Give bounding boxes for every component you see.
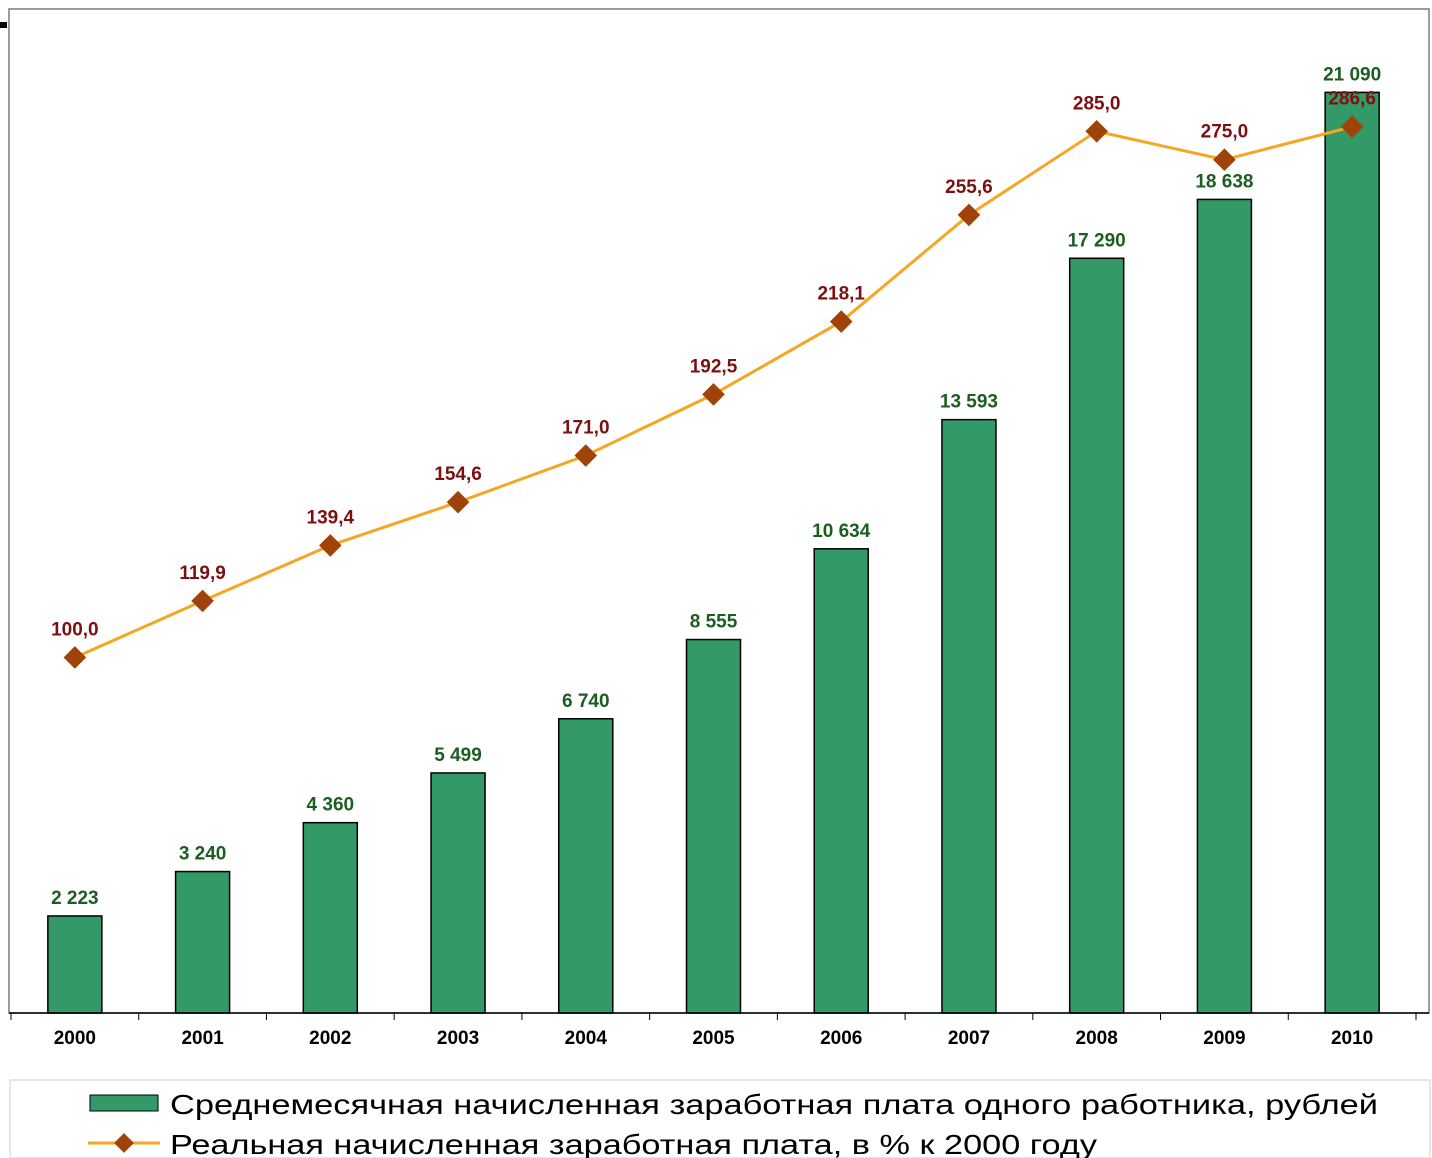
line-label-2000: 100,0	[51, 619, 99, 640]
legend-line-marker	[114, 1133, 134, 1153]
bar-2009	[1196, 198, 1253, 1014]
x-labels-layer: 2000 2001 2002 2003 2004 2005 2006 2007 2008 2009…	[54, 1028, 1374, 1049]
bar-label-2007: 13 593	[940, 392, 998, 413]
bar-label-2004: 6 740	[562, 691, 610, 712]
line-point-2002	[319, 534, 342, 557]
line-label-2009: 275,0	[1201, 122, 1249, 143]
bar-2004	[558, 718, 614, 1014]
legend-box	[9, 1079, 1431, 1158]
corner-mark	[0, 22, 7, 28]
bar-2007	[941, 418, 997, 1014]
bar-label-2003: 5 499	[434, 745, 482, 766]
line-point-2001	[191, 589, 214, 613]
line-label-2004: 171,0	[562, 418, 610, 439]
line-point-2006	[829, 310, 853, 333]
bar-2000	[47, 915, 103, 1014]
line-label-2006: 218,1	[817, 284, 865, 305]
line-label-2003: 154,6	[434, 464, 482, 485]
bar-label-2006: 10 634	[812, 521, 871, 542]
bar-2005	[685, 638, 742, 1014]
line-point-2009	[1213, 148, 1236, 172]
bar-label-2002: 4 360	[307, 795, 355, 816]
x-tick-label-2000: 2000	[54, 1028, 96, 1049]
bar-label-2005: 8 555	[690, 612, 738, 633]
bar-label-2000: 2 223	[51, 888, 99, 909]
x-tick-label-2009: 2009	[1203, 1028, 1245, 1049]
x-tick-label-2002: 2002	[309, 1028, 351, 1049]
line-label-2005: 192,5	[690, 356, 738, 377]
x-tick-label-2006: 2006	[820, 1028, 862, 1049]
bar-label-2001: 3 240	[179, 844, 227, 865]
bar-labels-layer: 2 223 3 240 4 360 5 499 6 740 8 555 10 634 13 5…	[51, 64, 1381, 909]
legend-line-item: Реальная начисленная заработная плата, в…	[88, 1129, 1097, 1158]
legend-bar-item: Среднемесячная начисленная заработная пл…	[89, 1089, 1378, 1120]
bar-2010	[1324, 91, 1380, 1014]
line-point-2005	[702, 383, 725, 406]
line-labels-layer: 100,0 119,9 139,4 154,6 171,0 192,5 218,1 255,6…	[51, 89, 1376, 641]
bar-2008	[1068, 257, 1125, 1014]
line-label-2002: 139,4	[307, 507, 355, 528]
bar-2002	[302, 821, 359, 1014]
bars-layer	[47, 91, 1380, 1014]
line-layer	[63, 115, 1364, 669]
line-label-2010: 286,6	[1328, 89, 1376, 110]
bar-label-2008: 17 290	[1068, 230, 1126, 251]
legend-bar-label: Среднемесячная начисленная заработная пл…	[170, 1089, 1378, 1120]
x-tick-label-2004: 2004	[565, 1028, 608, 1049]
x-tick-label-2001: 2001	[181, 1028, 224, 1049]
line-point-2004	[574, 444, 598, 467]
bar-2006	[813, 548, 869, 1014]
x-ticks-layer	[10, 1013, 1417, 1020]
line-label-2001: 119,9	[179, 563, 226, 584]
x-tick-label-2003: 2003	[437, 1028, 479, 1049]
x-tick-label-2008: 2008	[1076, 1028, 1118, 1049]
bar-2003	[430, 772, 486, 1014]
x-tick-label-2010: 2010	[1331, 1028, 1373, 1049]
x-tick-label-2007: 2007	[948, 1028, 990, 1049]
bar-label-2010: 21 090	[1323, 64, 1381, 85]
line-point-2000	[63, 646, 87, 669]
bar-2001	[174, 870, 231, 1014]
x-tick-label-2005: 2005	[692, 1028, 735, 1049]
line-label-2008: 285,0	[1073, 93, 1121, 114]
line-label-2007: 255,6	[945, 177, 993, 198]
line-point-2003	[446, 490, 470, 514]
legend-line-label: Реальная начисленная заработная плата, в…	[170, 1129, 1097, 1158]
bar-label-2009: 18 638	[1195, 171, 1253, 192]
line-point-2008	[1085, 119, 1108, 143]
legend-bar-swatch	[89, 1094, 159, 1112]
